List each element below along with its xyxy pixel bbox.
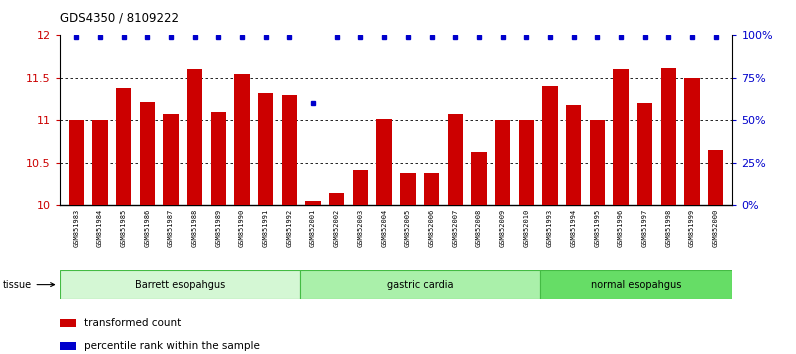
Text: GSM851996: GSM851996 xyxy=(618,209,624,247)
Text: GSM852009: GSM852009 xyxy=(500,209,505,247)
Bar xyxy=(139,102,155,205)
Bar xyxy=(495,120,510,205)
Bar xyxy=(613,69,629,205)
Bar xyxy=(92,120,107,205)
Bar xyxy=(377,119,392,205)
Bar xyxy=(163,114,179,205)
Bar xyxy=(187,69,202,205)
Bar xyxy=(708,150,724,205)
Bar xyxy=(353,171,369,205)
Bar xyxy=(637,103,653,205)
Text: GSM852004: GSM852004 xyxy=(381,209,387,247)
Text: GSM851987: GSM851987 xyxy=(168,209,174,247)
Text: GSM851999: GSM851999 xyxy=(689,209,695,247)
Text: GSM851995: GSM851995 xyxy=(595,209,600,247)
Bar xyxy=(590,120,605,205)
Text: GSM851994: GSM851994 xyxy=(571,209,576,247)
Bar xyxy=(60,319,76,327)
Text: GSM851985: GSM851985 xyxy=(121,209,127,247)
Text: GSM852003: GSM852003 xyxy=(357,209,364,247)
Text: GSM852006: GSM852006 xyxy=(428,209,435,247)
Text: Barrett esopahgus: Barrett esopahgus xyxy=(135,280,225,290)
Text: normal esopahgus: normal esopahgus xyxy=(591,280,681,290)
Text: GSM851992: GSM851992 xyxy=(287,209,292,247)
Text: GSM851991: GSM851991 xyxy=(263,209,269,247)
Text: GSM851989: GSM851989 xyxy=(216,209,221,247)
Text: GSM852010: GSM852010 xyxy=(523,209,529,247)
Bar xyxy=(518,120,534,205)
Bar xyxy=(542,86,558,205)
Text: transformed count: transformed count xyxy=(84,319,181,329)
Text: GSM851988: GSM851988 xyxy=(192,209,197,247)
Bar xyxy=(211,112,226,205)
Text: gastric cardia: gastric cardia xyxy=(387,280,453,290)
Bar xyxy=(258,93,274,205)
Bar xyxy=(685,78,700,205)
Bar xyxy=(471,152,486,205)
Text: GSM852008: GSM852008 xyxy=(476,209,482,247)
Bar xyxy=(540,270,732,299)
Bar xyxy=(661,68,676,205)
Text: GSM851986: GSM851986 xyxy=(144,209,150,247)
Text: GSM852002: GSM852002 xyxy=(334,209,340,247)
Bar xyxy=(329,193,345,205)
Bar xyxy=(60,342,76,350)
Text: GSM852000: GSM852000 xyxy=(712,209,719,247)
Bar xyxy=(447,114,463,205)
Text: GSM851998: GSM851998 xyxy=(665,209,671,247)
Text: GSM851993: GSM851993 xyxy=(547,209,553,247)
Text: GSM852007: GSM852007 xyxy=(452,209,458,247)
Text: GSM851983: GSM851983 xyxy=(73,209,80,247)
Bar xyxy=(400,173,416,205)
Text: GSM851990: GSM851990 xyxy=(239,209,245,247)
Bar xyxy=(116,88,131,205)
Text: GSM852005: GSM852005 xyxy=(405,209,411,247)
Text: GSM851997: GSM851997 xyxy=(642,209,648,247)
Text: GDS4350 / 8109222: GDS4350 / 8109222 xyxy=(60,12,178,25)
Bar xyxy=(306,201,321,205)
Text: GSM852001: GSM852001 xyxy=(310,209,316,247)
Bar xyxy=(68,120,84,205)
Bar xyxy=(423,173,439,205)
Bar xyxy=(60,270,300,299)
Text: percentile rank within the sample: percentile rank within the sample xyxy=(84,342,259,352)
Text: tissue: tissue xyxy=(2,280,55,290)
Bar xyxy=(282,95,297,205)
Text: GSM851984: GSM851984 xyxy=(97,209,103,247)
Bar xyxy=(234,74,250,205)
Bar xyxy=(566,105,581,205)
Bar xyxy=(300,270,540,299)
